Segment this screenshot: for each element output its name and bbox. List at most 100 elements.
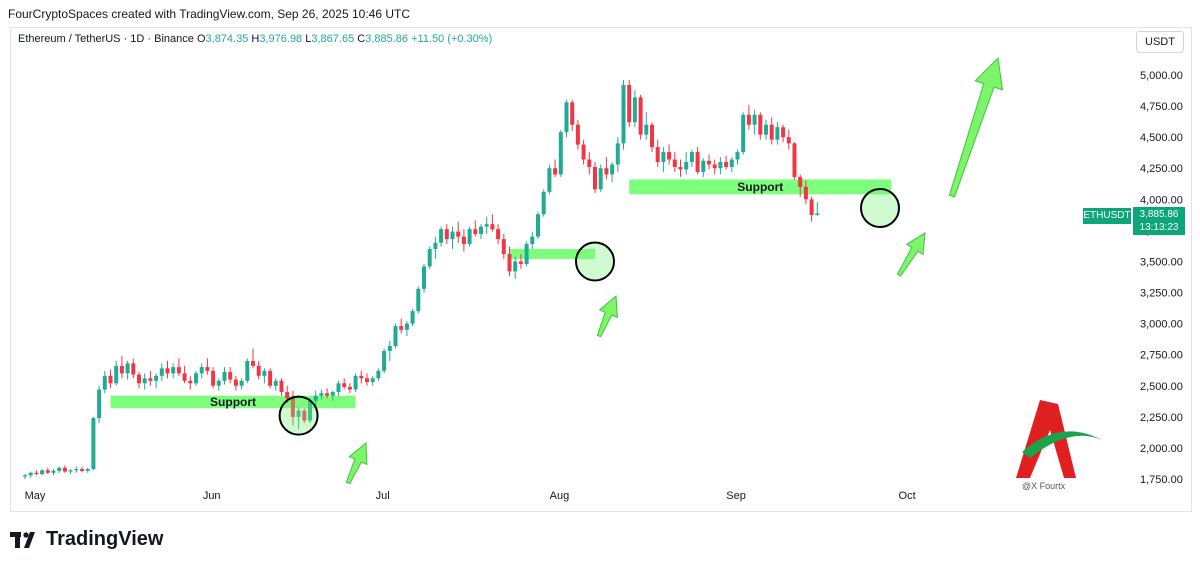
candle-body [154,375,159,381]
close-label: C [357,33,366,45]
candle-body [707,160,711,165]
candle-body [467,229,472,245]
candle-body [701,160,706,172]
candle-body [268,370,273,386]
candle-body [598,168,603,190]
high-label: H [251,33,260,45]
candle-body [222,372,227,381]
candle-body [593,166,597,190]
candle-body [627,84,632,123]
candle-body [211,370,216,386]
highlight-circle [575,241,615,282]
highlight-circle [278,395,319,436]
tradingview-logo-icon [10,531,35,548]
currency-button[interactable]: USDT [1136,31,1184,53]
price-tick-label: 4,250.00 [1140,163,1183,175]
candle-body [28,472,33,476]
candle-body [479,226,483,235]
candle-body [165,368,170,374]
candle-body [239,380,244,386]
candle-body [296,410,301,417]
candle-body [393,326,398,346]
candle-body [256,365,261,376]
price-tick-label: 3,250.00 [1140,288,1183,300]
candle-body [382,350,387,371]
candle-body [798,176,803,187]
candle-body [85,469,90,471]
candle-body [433,242,438,250]
candle-body [450,231,455,240]
candle-body [336,383,341,392]
candle-body [570,102,575,125]
highlight-circle [860,188,900,229]
time-tick-label: Sep [726,490,746,502]
price-tick-label: 2,500.00 [1140,381,1183,393]
candle-body [57,467,62,471]
time-tick-label: Jun [203,490,221,502]
arrow-up-icon [596,294,618,338]
candle-body [689,152,694,163]
candle-body [815,213,820,215]
candle-body [564,102,569,133]
candle-body [302,410,307,421]
candle-body [74,469,79,471]
candle-body [712,164,717,169]
price-tick-label: 2,000.00 [1140,443,1183,455]
candle-body [137,374,141,384]
open-value: 3,874.35 [205,33,249,45]
support-zone [509,249,595,259]
price-tick-label: 4,750.00 [1140,101,1183,113]
change-value: +11.50 (+0.30%) [411,33,493,45]
candle-body [399,326,404,330]
candle-body [678,166,683,170]
candle-body [34,472,39,475]
candle-body [729,159,734,167]
annotation-overlays: @X Fourtx [278,56,1102,491]
time-tick-label: May [25,490,46,502]
candle-body [313,395,318,401]
candle-body [809,199,814,215]
tradingview-brand[interactable]: TradingView [10,528,163,551]
low-label: L [305,33,312,45]
candle-body [205,367,210,371]
candle-body [251,360,255,366]
candle-body [746,114,751,125]
chart-attribution: FourCryptoSpaces created with TradingVie… [8,7,410,21]
candle-body [496,229,501,240]
candle-body [410,311,415,324]
support-label: Support [210,395,256,409]
price-axis: 1,750.00 2,000.00 2,250.00 2,500.00 2,750.00… [1140,70,1183,486]
candle-body [199,367,204,374]
candle-body [142,378,147,384]
time-axis: May Jun Jul Aug Sep Oct [25,490,916,502]
candle-body [764,124,768,135]
candle-body [456,231,461,237]
candle-body [718,162,723,169]
candle-body [501,239,506,255]
candle-body [102,375,107,390]
ohlc-legend: Ethereum / TetherUS · 1D · Binance O3,87… [18,33,492,45]
candle-body [444,229,449,240]
candle-body [176,367,181,374]
candle-body [524,244,529,264]
brand-name: TradingView [46,528,164,550]
price-tick-label: 2,750.00 [1140,350,1183,362]
symbol-line[interactable]: Ethereum / TetherUS · 1D · Binance [18,33,194,45]
candle-body [245,360,250,381]
candle-body [279,380,284,392]
candle-body [108,375,113,384]
candle-body [439,229,444,243]
candle-body [387,345,392,351]
candle-body [216,380,221,386]
candle-body [376,370,381,379]
arrow-up-icon [896,232,926,277]
candle-body [775,127,780,140]
candle-body [610,164,615,175]
candle-body [672,159,677,167]
candle-body [325,393,330,396]
candle-body [786,137,791,144]
watermark-swoosh-icon [1022,431,1102,458]
candle-body [319,393,324,396]
candle-body [644,124,649,135]
